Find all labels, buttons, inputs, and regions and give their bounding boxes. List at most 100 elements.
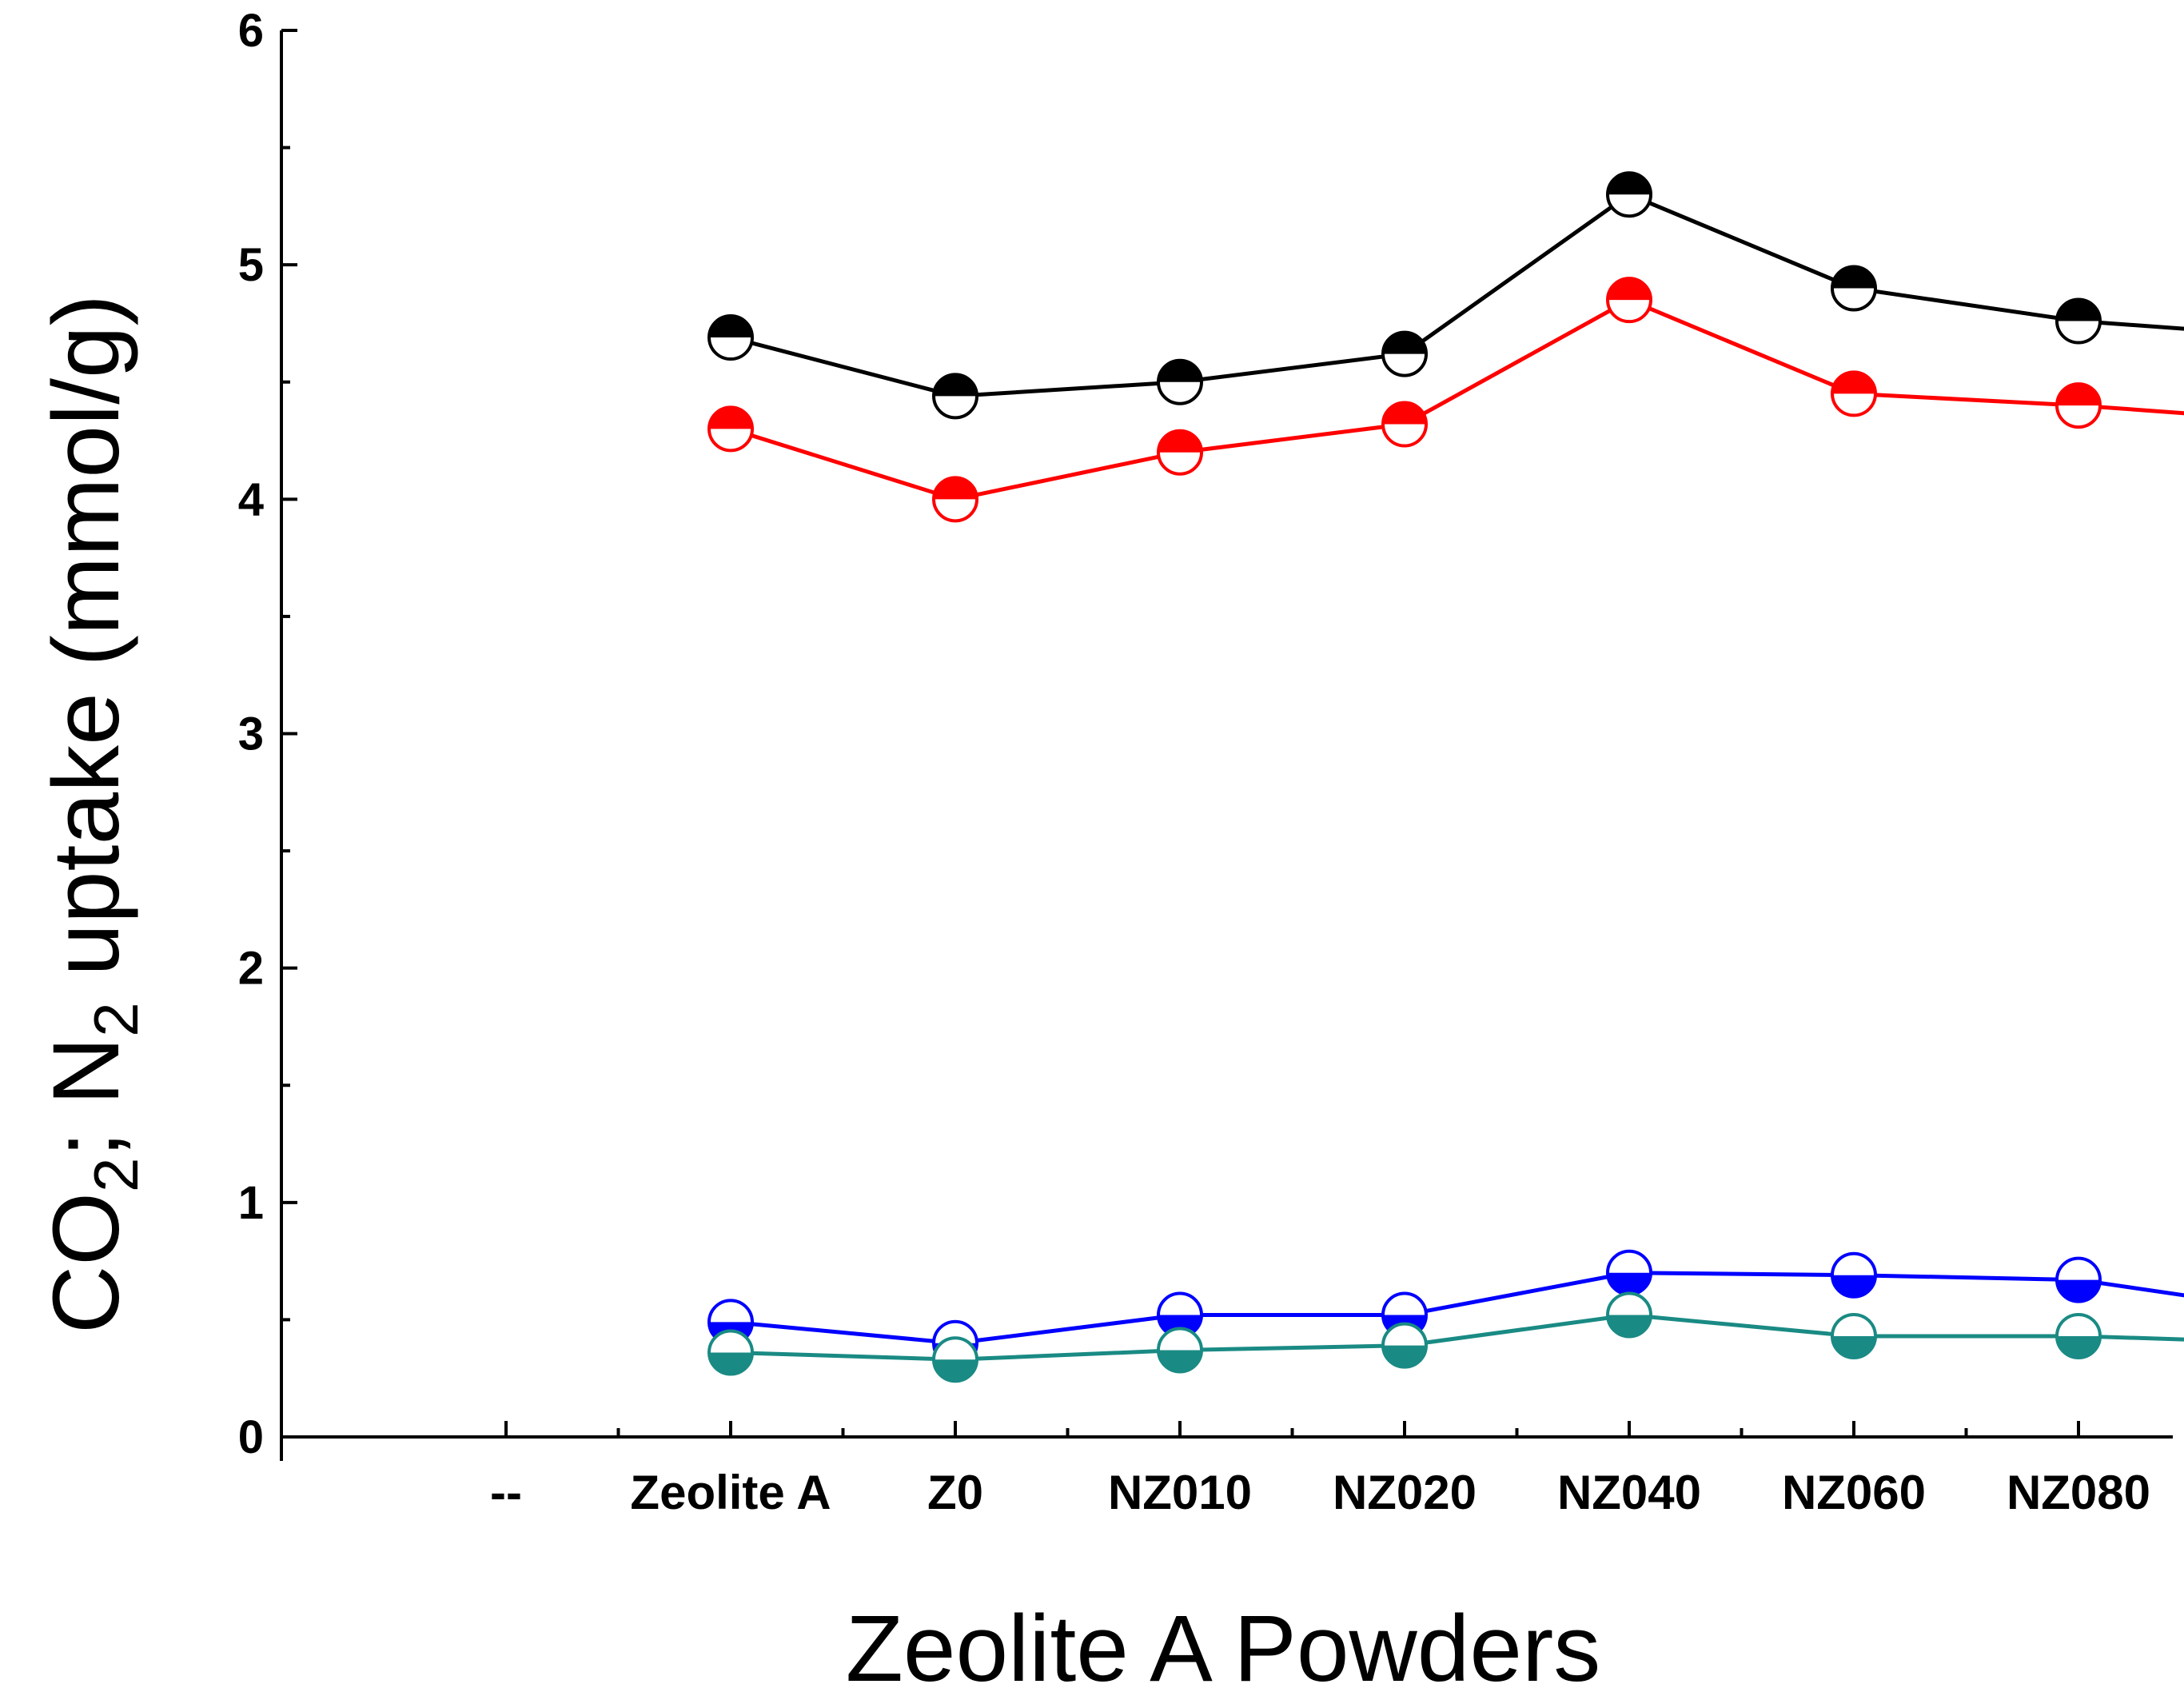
series-layer [707,171,2184,1383]
marker-outline [1381,401,1428,448]
series-line-blue [730,1271,2184,1346]
y-axis-ticks: 0 1 2 3 4 5 6 [238,5,297,1463]
y-tick-label: 1 [238,1177,264,1229]
data-point-black [1157,358,1203,405]
data-point-black [1606,171,1652,218]
marker-half-fill [1832,266,1875,289]
marker-half-fill [1608,278,1651,301]
data-point-teal [2055,1312,2102,1359]
y-axis-title-sub2: 2 [81,1002,151,1036]
y-axis-title-part2: ; N [34,1037,139,1158]
marker-half-fill [709,407,752,429]
marker-outline [707,1329,754,1376]
data-point-black [932,373,978,420]
data-point-red [1606,277,1652,324]
data-point-teal [707,1329,754,1376]
axes [280,30,2173,1439]
marker-outline [1157,1327,1203,1374]
x-tick-label: Zeolite A [630,1466,831,1519]
x-tick-label: NZ020 [1333,1466,1477,1519]
marker-half-fill [1832,372,1875,394]
marker-outline [1831,370,1877,417]
marker-outline [1381,330,1428,377]
x-axis-ticks: --Zeolite AZ0NZ010NZ020NZ040NZ060NZ080NZ… [280,1421,2150,1519]
marker-outline [1381,1322,1428,1369]
data-point-teal [1831,1312,1877,1359]
data-point-black [1381,330,1428,377]
marker-half-fill [1832,1335,1875,1358]
marker-half-fill [1608,1272,1651,1295]
marker-outline [1831,1251,1877,1299]
data-point-blue [1831,1251,1877,1299]
marker-outline [707,314,754,361]
marker-outline [2055,1312,2102,1359]
marker-half-fill [2057,299,2100,321]
marker-half-fill [934,477,977,500]
marker-half-fill [1158,360,1202,382]
data-point-black [1831,265,1877,312]
y-tick-label: 4 [238,473,264,525]
x-tick-label: Z0 [927,1466,983,1519]
y-axis-title-part3: uptake (mmol/g) [34,294,139,1002]
data-point-blue [1606,1249,1652,1296]
y-axis-title: CO2; N2 uptake (mmol/g) [34,294,151,1334]
marker-half-fill [934,1359,977,1382]
marker-outline [1606,1291,1652,1339]
marker-outline [932,476,978,523]
data-point-black [707,314,754,361]
marker-half-fill [934,374,977,397]
marker-outline [932,373,978,420]
y-tick-label: 0 [238,1411,264,1463]
marker-outline [2055,382,2102,429]
series-teal [707,1291,2184,1383]
data-point-red [707,405,754,453]
data-point-blue [1157,1291,1203,1339]
y-tick-label: 6 [238,5,264,57]
series-black [707,171,2184,420]
series-blue [707,1249,2184,1367]
marker-half-fill [1608,1315,1651,1337]
marker-half-fill [1832,1275,1875,1297]
marker-outline [1157,429,1203,476]
marker-half-fill [2057,1335,2100,1358]
series-line-black [730,192,2184,398]
marker-outline [1606,171,1652,218]
marker-outline [1831,1312,1877,1359]
marker-outline [932,1336,978,1383]
marker-half-fill [1158,430,1202,453]
marker-half-fill [2057,1279,2100,1302]
x-tick-label: NZ040 [1557,1466,1701,1519]
y-axis-title-part1: CO [34,1192,139,1334]
y-tick-label: 2 [238,943,264,995]
x-tick-label: NZ080 [2007,1466,2150,1519]
data-point-red [1157,429,1203,476]
x-tick-label: -- [490,1466,522,1519]
series-line-teal [730,1313,2184,1362]
marker-half-fill [2057,384,2100,406]
data-point-red [932,476,978,523]
y-tick-label: 3 [238,708,264,760]
marker-half-fill [709,316,752,338]
marker-half-fill [1608,173,1651,195]
marker-outline [1157,358,1203,405]
marker-half-fill [1158,1350,1202,1372]
x-tick-label: NZ010 [1108,1466,1252,1519]
data-point-red [1831,370,1877,417]
marker-outline [1831,265,1877,312]
data-point-teal [932,1336,978,1383]
marker-outline [2055,297,2102,345]
data-point-red [1381,401,1428,448]
marker-half-fill [709,1352,752,1375]
marker-half-fill [1383,402,1426,425]
y-tick-label: 5 [238,239,264,291]
x-axis-title: Zeolite A Powders [846,1596,1601,1692]
x-tick-label: NZ060 [1782,1466,1926,1519]
series-line-red [730,297,2184,501]
data-point-teal [1381,1322,1428,1369]
data-point-teal [1606,1291,1652,1339]
marker-outline [2055,1256,2102,1303]
marker-half-fill [1383,332,1426,354]
marker-half-fill [1383,1345,1426,1367]
data-point-red [2055,382,2102,429]
